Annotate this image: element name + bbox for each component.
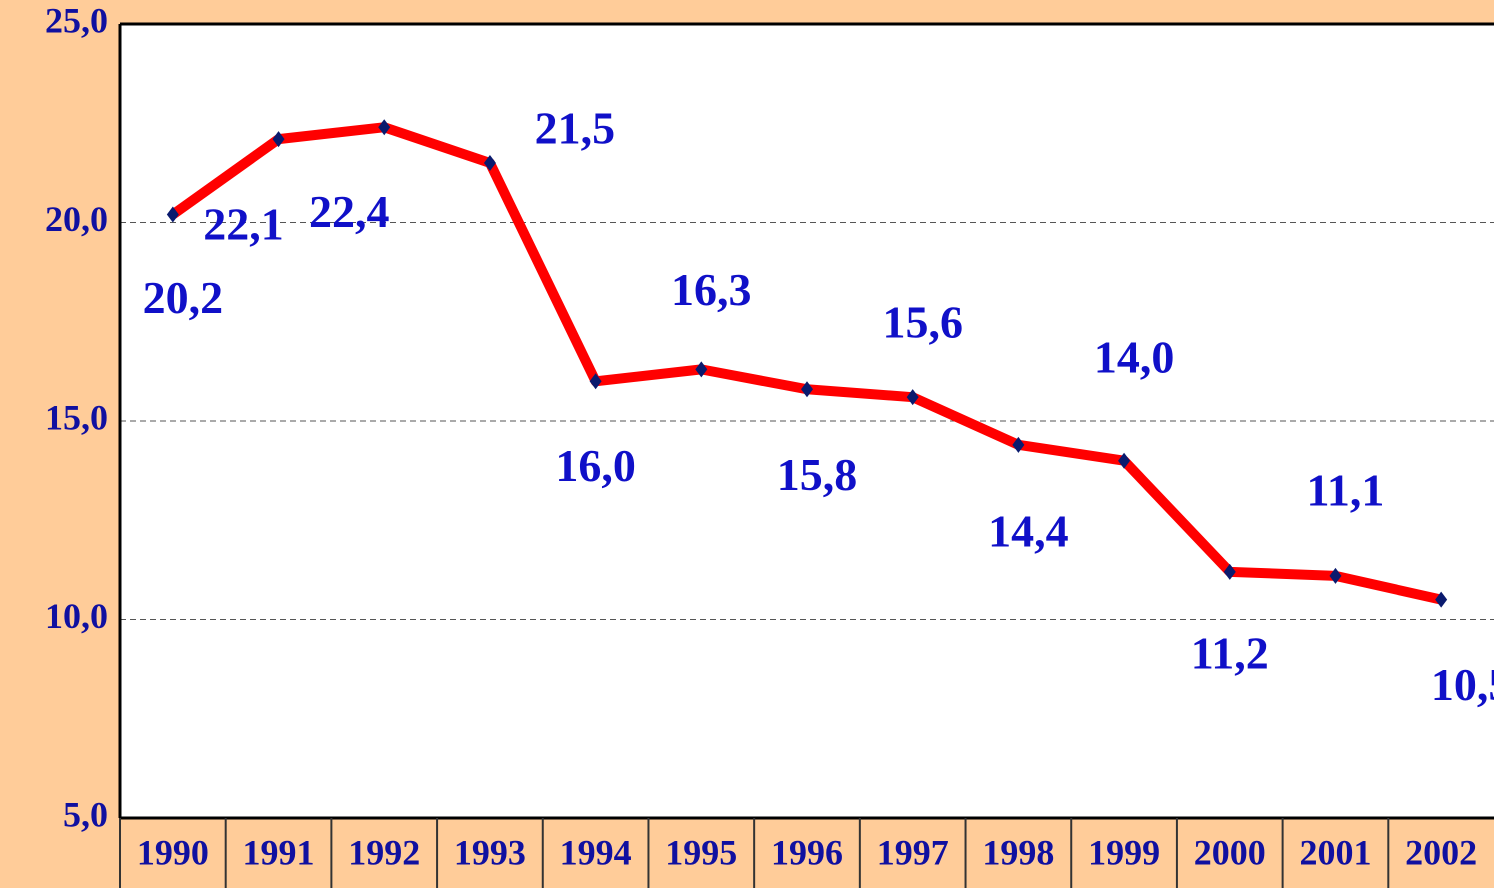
x-tick-label: 1995: [665, 832, 737, 872]
marker: [589, 373, 602, 390]
marker: [166, 206, 179, 223]
data-label: 14,0: [1094, 331, 1175, 382]
marker: [1223, 563, 1236, 580]
x-tick-label: 1998: [982, 832, 1054, 872]
data-label: 11,1: [1306, 464, 1384, 515]
x-tick-label: 1993: [454, 832, 526, 872]
x-tick-label: 2001: [1299, 832, 1371, 872]
y-tick-label: 25,0: [45, 0, 108, 40]
x-tick-label: 1991: [243, 832, 315, 872]
data-label: 22,1: [203, 199, 284, 250]
x-tick-label: 2002: [1405, 832, 1477, 872]
marker: [483, 154, 496, 171]
data-label: 16,3: [671, 264, 752, 315]
marker: [1329, 567, 1342, 584]
marker: [801, 381, 813, 398]
data-label: 22,4: [309, 186, 390, 237]
marker: [906, 389, 919, 406]
y-tick-label: 15,0: [45, 397, 108, 437]
marker: [272, 131, 285, 148]
x-tick-label: 2000: [1194, 832, 1266, 872]
marker: [1118, 452, 1131, 469]
marker: [378, 119, 391, 136]
data-label: 20,2: [143, 272, 224, 323]
marker: [1012, 436, 1025, 453]
x-tick-label: 1999: [1088, 832, 1160, 872]
x-tick-label: 1997: [877, 832, 949, 872]
y-tick-label: 10,0: [45, 596, 108, 636]
y-tick-label: 5,0: [63, 794, 108, 834]
data-label: 21,5: [535, 103, 616, 154]
data-label: 16,0: [555, 440, 636, 491]
data-label: 10,5: [1431, 659, 1494, 710]
data-label: 15,6: [882, 297, 963, 348]
x-tick-label: 1990: [137, 832, 209, 872]
data-label: 14,4: [988, 505, 1069, 556]
marker: [695, 361, 708, 378]
x-tick-label: 1992: [348, 832, 420, 872]
data-label: 15,8: [777, 449, 858, 500]
y-tick-label: 20,0: [45, 199, 108, 239]
data-label: 11,2: [1191, 627, 1269, 678]
x-tick-label: 1996: [771, 832, 843, 872]
plot-area: [120, 24, 1494, 818]
marker: [1435, 591, 1448, 608]
x-tick-label: 1994: [560, 832, 632, 872]
